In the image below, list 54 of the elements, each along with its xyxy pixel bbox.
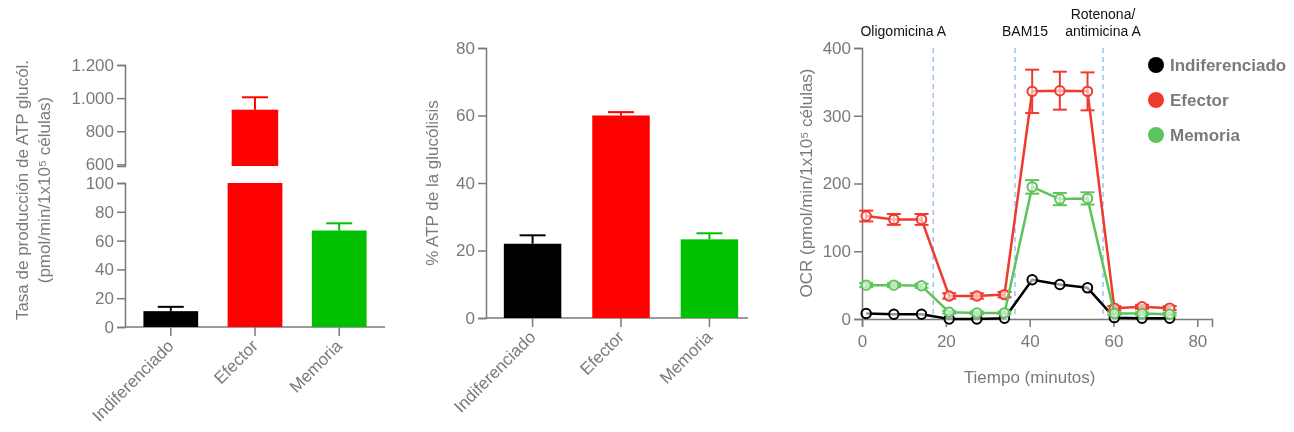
legend-label: Efector [1170, 91, 1229, 110]
y-tick-label: 80 [95, 202, 114, 222]
y-tick-label: 100 [822, 242, 851, 262]
y-axis-title: OCR (pmol/min/1x10⁵ células) [797, 68, 816, 298]
ref-line-label: BAM15 [1002, 23, 1049, 39]
point [1026, 85, 1038, 98]
point [888, 308, 900, 320]
y-tick-label: 80 [456, 38, 475, 58]
y-tick-label: 60 [95, 231, 114, 251]
y-tick-label: 0 [465, 308, 475, 328]
y-tick-label: 200 [822, 174, 851, 194]
point [1081, 282, 1094, 294]
point [1081, 85, 1094, 98]
point [915, 308, 928, 320]
y-tick-label: 600 [85, 155, 114, 175]
x-axis-title: Tiempo (minutos) [963, 368, 1096, 387]
point [915, 280, 928, 292]
y-tick-label: 20 [95, 289, 114, 309]
point [860, 279, 872, 291]
x-tick-label: 0 [857, 332, 868, 351]
y-axis-title: % ATP de la glucólisis [423, 100, 442, 266]
point [1108, 307, 1121, 320]
point [1026, 273, 1038, 286]
legend-label: Indiferenciado [1170, 56, 1287, 75]
x-tick-label: 40 [1020, 332, 1040, 351]
y-tick-label: 20 [456, 241, 475, 261]
point [1054, 278, 1066, 291]
y-axis-title: Tasa de producción de ATP glucól. (pmol/min/1x10⁵ células) [13, 59, 54, 321]
y-tick-label: 40 [456, 173, 475, 193]
point [860, 307, 872, 320]
y-tick-label: 100 [85, 173, 114, 193]
y-tick-label: 400 [822, 38, 851, 58]
y-tick-label: 40 [95, 260, 114, 280]
y-tick-label: 1.200 [71, 55, 114, 75]
point [1136, 307, 1148, 320]
x-tick-label: 80 [1188, 332, 1208, 351]
x-tick-label: 60 [1104, 332, 1124, 351]
y-tick-label: 800 [85, 122, 114, 142]
bar [143, 311, 199, 327]
ref-line-label: Oligomicina A [860, 23, 947, 39]
y-tick-label: 60 [456, 106, 475, 126]
legend-label: Memoria [1170, 126, 1241, 145]
point [860, 210, 872, 222]
y-tick-label: 1.000 [71, 89, 114, 109]
point [888, 279, 900, 291]
y-tick-label: 0 [841, 309, 851, 329]
bar [227, 183, 283, 327]
x-tick-label: 20 [936, 332, 956, 351]
point [971, 290, 983, 302]
point [1054, 84, 1066, 97]
y-tick-label: 300 [822, 106, 851, 126]
ref-line-label: Rotenona/ antimicina A [1065, 6, 1142, 39]
bar [592, 115, 650, 318]
point [943, 290, 955, 302]
